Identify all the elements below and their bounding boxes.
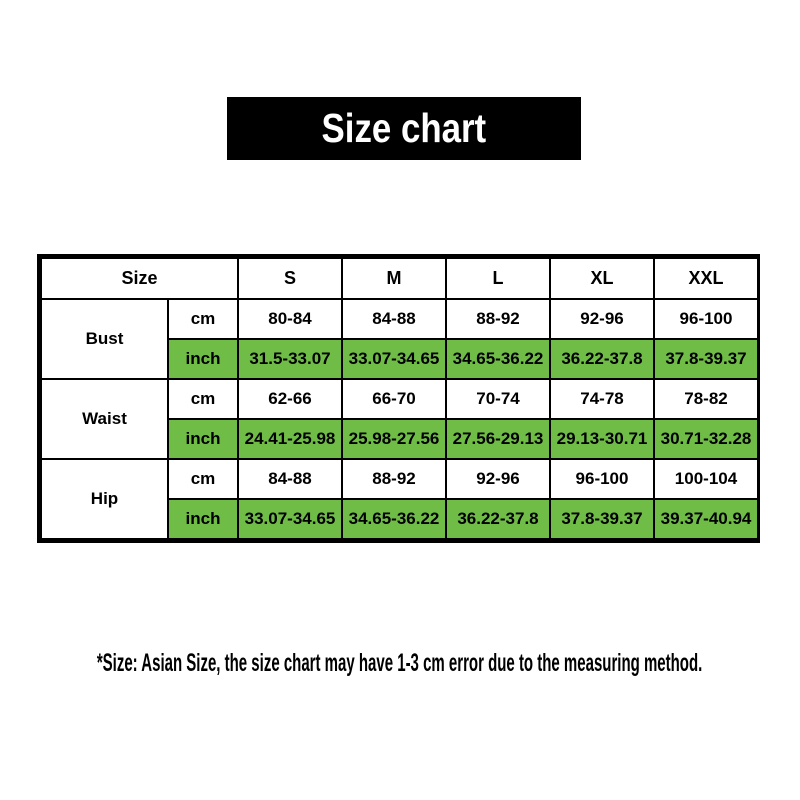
hip-cm-row: Hip cm 84-88 88-92 92-96 96-100 100-104 bbox=[40, 458, 759, 540]
unit-label-inch: inch bbox=[167, 418, 239, 460]
unit-label-inch: inch bbox=[167, 338, 239, 380]
col-header-xl: XL bbox=[549, 257, 655, 300]
cell-waist-cm-l: 70-74 bbox=[445, 378, 551, 420]
corner-header-size: Size bbox=[40, 257, 239, 300]
cell-bust-cm-m: 84-88 bbox=[341, 298, 447, 340]
cell-waist-cm-s: 62-66 bbox=[237, 378, 343, 420]
cell-bust-cm-s: 80-84 bbox=[237, 298, 343, 340]
unit-label-inch: inch bbox=[167, 498, 239, 540]
cell-waist-cm-m: 66-70 bbox=[341, 378, 447, 420]
row-label-bust: Bust bbox=[40, 298, 169, 380]
cell-waist-inch-m: 25.98-27.56 bbox=[341, 418, 447, 460]
cell-waist-inch-s: 24.41-25.98 bbox=[237, 418, 343, 460]
title-banner: Size chart bbox=[227, 97, 581, 160]
cell-hip-inch-m: 34.65-36.22 bbox=[341, 498, 447, 540]
waist-cm-row: Waist cm 62-66 66-70 70-74 74-78 78-82 bbox=[40, 378, 759, 460]
cell-waist-inch-l: 27.56-29.13 bbox=[445, 418, 551, 460]
cell-hip-cm-m: 88-92 bbox=[341, 458, 447, 500]
header-row: Size S M L XL XXL bbox=[40, 257, 759, 300]
row-label-waist: Waist bbox=[40, 378, 169, 460]
size-table-container: Size S M L XL XXL Bust cm 80-84 84-88 88… bbox=[37, 254, 760, 543]
row-label-hip: Hip bbox=[40, 458, 169, 540]
unit-label-cm: cm bbox=[167, 378, 239, 420]
cell-hip-inch-xxl: 39.37-40.94 bbox=[653, 498, 759, 540]
cell-hip-cm-l: 92-96 bbox=[445, 458, 551, 500]
bust-inch-row: inch 31.5-33.07 33.07-34.65 34.65-36.22 … bbox=[41, 338, 759, 380]
cell-waist-inch-xxl: 30.71-32.28 bbox=[653, 418, 759, 460]
unit-label-cm: cm bbox=[167, 298, 239, 340]
cell-bust-inch-l: 34.65-36.22 bbox=[445, 338, 551, 380]
col-header-l: L bbox=[445, 257, 551, 300]
hip-inch-row: inch 33.07-34.65 34.65-36.22 36.22-37.8 … bbox=[41, 498, 759, 540]
col-header-xxl: XXL bbox=[653, 257, 759, 300]
waist-inch-row: inch 24.41-25.98 25.98-27.56 27.56-29.13… bbox=[41, 418, 759, 460]
cell-hip-cm-s: 84-88 bbox=[237, 458, 343, 500]
cell-waist-cm-xxl: 78-82 bbox=[653, 378, 759, 420]
footnote: *Size: Asian Size, the size chart may ha… bbox=[97, 648, 703, 677]
cell-waist-inch-xl: 29.13-30.71 bbox=[549, 418, 655, 460]
unit-label-cm: cm bbox=[167, 458, 239, 500]
col-header-s: S bbox=[237, 257, 343, 300]
cell-bust-inch-s: 31.5-33.07 bbox=[237, 338, 343, 380]
cell-bust-cm-l: 88-92 bbox=[445, 298, 551, 340]
cell-bust-cm-xxl: 96-100 bbox=[653, 298, 759, 340]
col-header-m: M bbox=[341, 257, 447, 300]
cell-bust-inch-m: 33.07-34.65 bbox=[341, 338, 447, 380]
cell-bust-inch-xxl: 37.8-39.37 bbox=[653, 338, 759, 380]
cell-hip-inch-xl: 37.8-39.37 bbox=[549, 498, 655, 540]
cell-hip-cm-xl: 96-100 bbox=[549, 458, 655, 500]
cell-bust-cm-xl: 92-96 bbox=[549, 298, 655, 340]
size-table: Size S M L XL XXL Bust cm 80-84 84-88 88… bbox=[40, 257, 759, 540]
cell-waist-cm-xl: 74-78 bbox=[549, 378, 655, 420]
bust-cm-row: Bust cm 80-84 84-88 88-92 92-96 96-100 bbox=[40, 298, 759, 380]
cell-hip-cm-xxl: 100-104 bbox=[653, 458, 759, 500]
cell-hip-inch-s: 33.07-34.65 bbox=[237, 498, 343, 540]
cell-bust-inch-xl: 36.22-37.8 bbox=[549, 338, 655, 380]
cell-hip-inch-l: 36.22-37.8 bbox=[445, 498, 551, 540]
footnote-container: *Size: Asian Size, the size chart may ha… bbox=[0, 645, 800, 681]
page-title: Size chart bbox=[321, 105, 487, 151]
